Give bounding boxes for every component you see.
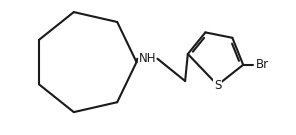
Text: NH: NH <box>139 52 156 65</box>
Text: S: S <box>214 79 221 92</box>
Text: Br: Br <box>256 58 269 71</box>
